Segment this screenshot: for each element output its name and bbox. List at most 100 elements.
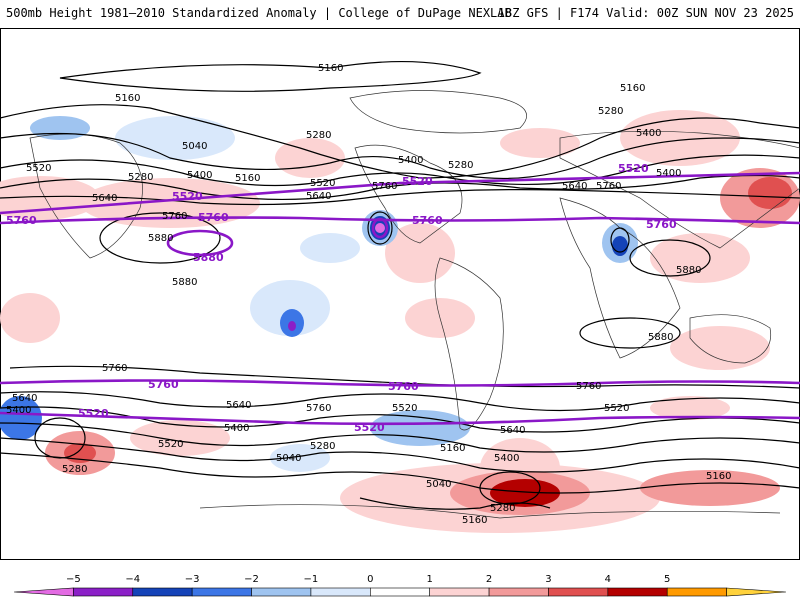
contour-label: 5880 — [648, 332, 673, 343]
pos-anomaly-area — [640, 470, 780, 506]
contour-5880 — [99, 212, 221, 264]
colorbar-tick-label: 1 — [427, 574, 433, 585]
contour-label: 5520 — [26, 163, 51, 174]
purple-contour-label: 5520 — [354, 421, 385, 434]
highlight-contour-labels: 5520 5520 5520 5520 5520 5760 5760 5760 … — [6, 162, 677, 434]
colorbar-segment — [251, 587, 312, 597]
pos-anomaly-area — [500, 128, 580, 158]
contour-label: 5400 — [187, 170, 212, 181]
contour-label: 5280 — [598, 106, 623, 117]
antarctica-outline — [199, 504, 781, 519]
contour-label: 5400 — [494, 453, 519, 464]
contour-label: 5400 — [6, 405, 31, 416]
colorbar-tick-label: 0 — [367, 574, 373, 585]
eurasia-outline — [559, 130, 800, 249]
colorbar-tick-labels: −5 −4 −3 −2 −1 0 1 2 3 4 5 — [66, 574, 670, 585]
colorbar-tick-label: −4 — [125, 574, 140, 585]
purple-5760-north — [0, 216, 800, 225]
neg-anomaly-area — [370, 410, 470, 446]
purple-contour-label: 5760 — [412, 214, 443, 227]
contour-label: 5640 — [92, 193, 117, 204]
colorbar-segment — [429, 587, 490, 597]
colorbar-segments — [13, 587, 787, 597]
contour-label: 5160 — [620, 83, 645, 94]
contour-label: 5280 — [128, 172, 153, 183]
purple-contour-label: 5760 — [148, 378, 179, 391]
pos-anomaly-area — [130, 420, 230, 456]
greenland-arctic-outline — [349, 90, 527, 134]
purple-contour-label: 5760 — [6, 214, 37, 227]
cutoff-contour — [34, 417, 86, 459]
contour-label: 5760 — [306, 403, 331, 414]
colorbar-tick-label: −1 — [304, 574, 319, 585]
neg-anomaly-core — [375, 223, 385, 233]
colorbar-tick-label: −3 — [185, 574, 200, 585]
contour-label: 5760 — [596, 181, 621, 192]
contour-label: 5520 — [310, 178, 335, 189]
neg-anomaly-area — [250, 280, 330, 336]
purple-contour-label: 5520 — [172, 190, 203, 203]
pos-anomaly-area — [0, 176, 100, 220]
contour-label: 5280 — [490, 503, 515, 514]
contour-label: 5640 — [500, 425, 525, 436]
purple-contour-label: 5760 — [198, 211, 229, 224]
cutoff-low-contour — [367, 211, 393, 245]
colorbar-segment — [191, 587, 252, 597]
contour-5400-south — [0, 422, 800, 453]
model-run-info: 18Z GFS | F174 Valid: 00Z SUN NOV 23 202… — [497, 6, 794, 20]
purple-contour-label: 5760 — [646, 218, 677, 231]
colorbar-segment — [73, 587, 134, 597]
contour-5640-south — [0, 391, 800, 412]
neg-anomaly-area — [300, 233, 360, 263]
contour-label: 5160 — [318, 63, 343, 74]
contour-label: 5400 — [636, 128, 661, 139]
contour-label: 5640 — [12, 393, 37, 404]
purple-5520-south — [0, 411, 800, 426]
contour-label: 5040 — [276, 453, 301, 464]
colorbar-segment — [488, 587, 549, 597]
contour-label: 5400 — [398, 155, 423, 166]
contour-label: 5400 — [656, 168, 681, 179]
cutoff-contour — [479, 471, 541, 505]
contour-label: 5280 — [310, 441, 335, 452]
contour-label: 5520 — [392, 403, 417, 414]
neg-anomaly-area — [115, 116, 235, 160]
contour-label: 5160 — [115, 93, 140, 104]
contour-labels: 5160 5160 5160 5160 5160 5160 5160 5280 … — [6, 63, 731, 526]
contour-label: 5040 — [182, 141, 207, 152]
contour-label: 5760 — [372, 181, 397, 192]
contour-label: 5760 — [102, 363, 127, 374]
pos-anomaly-area — [80, 178, 260, 228]
contour-5400 — [0, 154, 800, 187]
colorbar-tick-label: 3 — [545, 574, 551, 585]
map-title: 500mb Height 1981–2010 Standardized Anom… — [6, 6, 512, 20]
contour-label: 5280 — [448, 160, 473, 171]
neg-anomaly-area — [270, 444, 330, 472]
contour-label: 5640 — [226, 400, 251, 411]
pos-anomaly-area — [650, 233, 750, 283]
cutoff-low-contour — [610, 227, 630, 253]
contour-label: 5280 — [306, 130, 331, 141]
contour-label: 5160 — [440, 443, 465, 454]
colorbar-tick-label: 2 — [486, 574, 492, 585]
purple-contour-label: 5520 — [618, 162, 649, 175]
purple-5520-north — [0, 171, 800, 215]
colorbar-segment — [132, 587, 193, 597]
purple-contour-label: 5520 — [402, 175, 433, 188]
purple-cutoff — [371, 217, 389, 239]
highlight-contours — [0, 171, 800, 426]
anomaly-shading — [0, 110, 800, 533]
purple-contour-label: 5760 — [388, 380, 419, 393]
contour-5880 — [629, 239, 711, 277]
australia-outline — [689, 314, 772, 364]
pos-anomaly-area — [0, 293, 60, 343]
contour-5160-south — [0, 452, 800, 494]
contour-label: 5880 — [172, 277, 197, 288]
purple-contour-label: 5880 — [193, 251, 224, 264]
purple-contour-label: 5520 — [78, 407, 109, 420]
africa-outline — [559, 197, 681, 359]
colorbar-segment — [726, 587, 787, 597]
contour-label: 5520 — [604, 403, 629, 414]
header-bar: 500mb Height 1981–2010 Standardized Anom… — [0, 0, 800, 28]
contour-5880 — [579, 317, 681, 349]
